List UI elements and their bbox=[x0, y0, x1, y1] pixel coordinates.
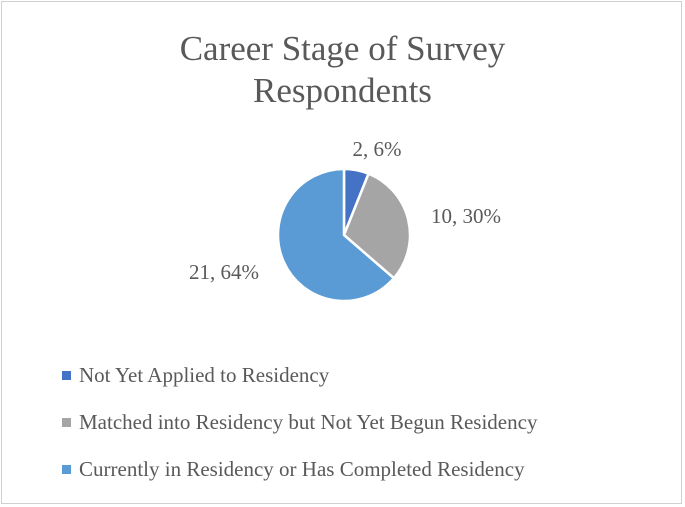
legend-swatch-in-residency bbox=[62, 465, 71, 474]
data-label-matched: 10, 30% bbox=[431, 204, 501, 228]
legend-label-not-yet-applied: Not Yet Applied to Residency bbox=[79, 363, 330, 387]
legend-label-matched: Matched into Residency but Not Yet Begun… bbox=[79, 410, 538, 434]
legend-swatch-not-yet-applied bbox=[62, 371, 71, 380]
pie-slices bbox=[276, 167, 412, 303]
chart-title-line-2: Respondents bbox=[253, 71, 432, 110]
pie-slice-in-residency bbox=[276, 167, 396, 303]
legend-label-in-residency: Currently in Residency or Has Completed … bbox=[79, 457, 525, 481]
legend-swatch-matched bbox=[62, 418, 71, 427]
pie-data-labels: 2, 6% 10, 30% 21, 64% bbox=[189, 137, 501, 284]
data-label-not-yet-applied: 2, 6% bbox=[353, 137, 402, 161]
chart-title-line-1: Career Stage of Survey bbox=[179, 29, 506, 68]
legend: Not Yet Applied to Residency Matched int… bbox=[62, 360, 537, 501]
chart-title: Career Stage of Survey Respondents bbox=[0, 28, 685, 112]
legend-item-matched: Matched into Residency but Not Yet Begun… bbox=[62, 407, 537, 454]
pie-slice-matched bbox=[342, 172, 412, 280]
data-label-in-residency: 21, 64% bbox=[189, 260, 259, 284]
legend-item-not-yet-applied: Not Yet Applied to Residency bbox=[62, 360, 537, 407]
legend-item-in-residency: Currently in Residency or Has Completed … bbox=[62, 454, 537, 501]
